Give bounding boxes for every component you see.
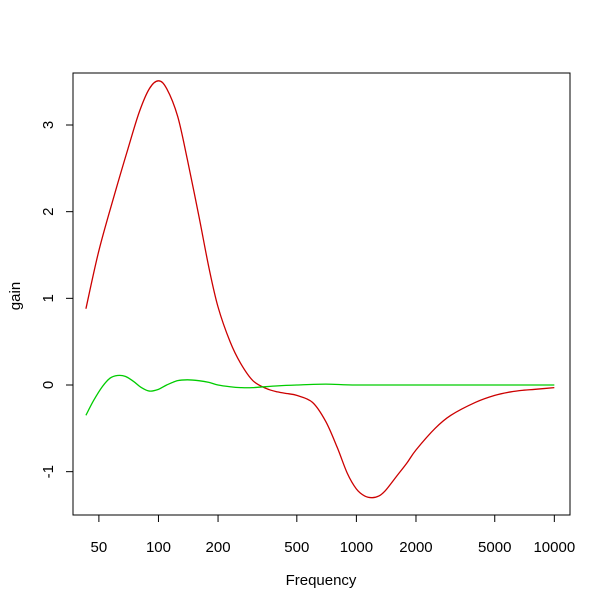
plot-frame <box>72 72 571 516</box>
series-line-2 <box>85 374 555 416</box>
x-axis: 50 100 200 500 1000 2000 5000 10000 <box>91 514 575 556</box>
x-tick-label: 10000 <box>533 539 575 556</box>
x-tick-label: 1000 <box>340 539 373 556</box>
y-tick-label: 2 <box>40 207 57 215</box>
series-layer <box>85 80 555 499</box>
x-tick-label: 200 <box>206 539 231 556</box>
y-axis: -1 0 1 2 3 <box>40 121 74 478</box>
x-axis-title: Frequency <box>286 572 357 589</box>
x-tick-label: 500 <box>284 539 309 556</box>
x-tick-label: 50 <box>91 539 108 556</box>
y-tick-label: 0 <box>40 381 57 389</box>
y-tick-label: 1 <box>40 294 57 302</box>
series-line-1 <box>85 80 555 499</box>
y-tick-label: 3 <box>40 121 57 129</box>
y-axis-title: gain <box>7 282 24 310</box>
x-tick-label: 5000 <box>478 539 511 556</box>
y-tick-label: -1 <box>40 465 57 478</box>
x-tick-label: 2000 <box>399 539 432 556</box>
x-tick-label: 100 <box>146 539 171 556</box>
